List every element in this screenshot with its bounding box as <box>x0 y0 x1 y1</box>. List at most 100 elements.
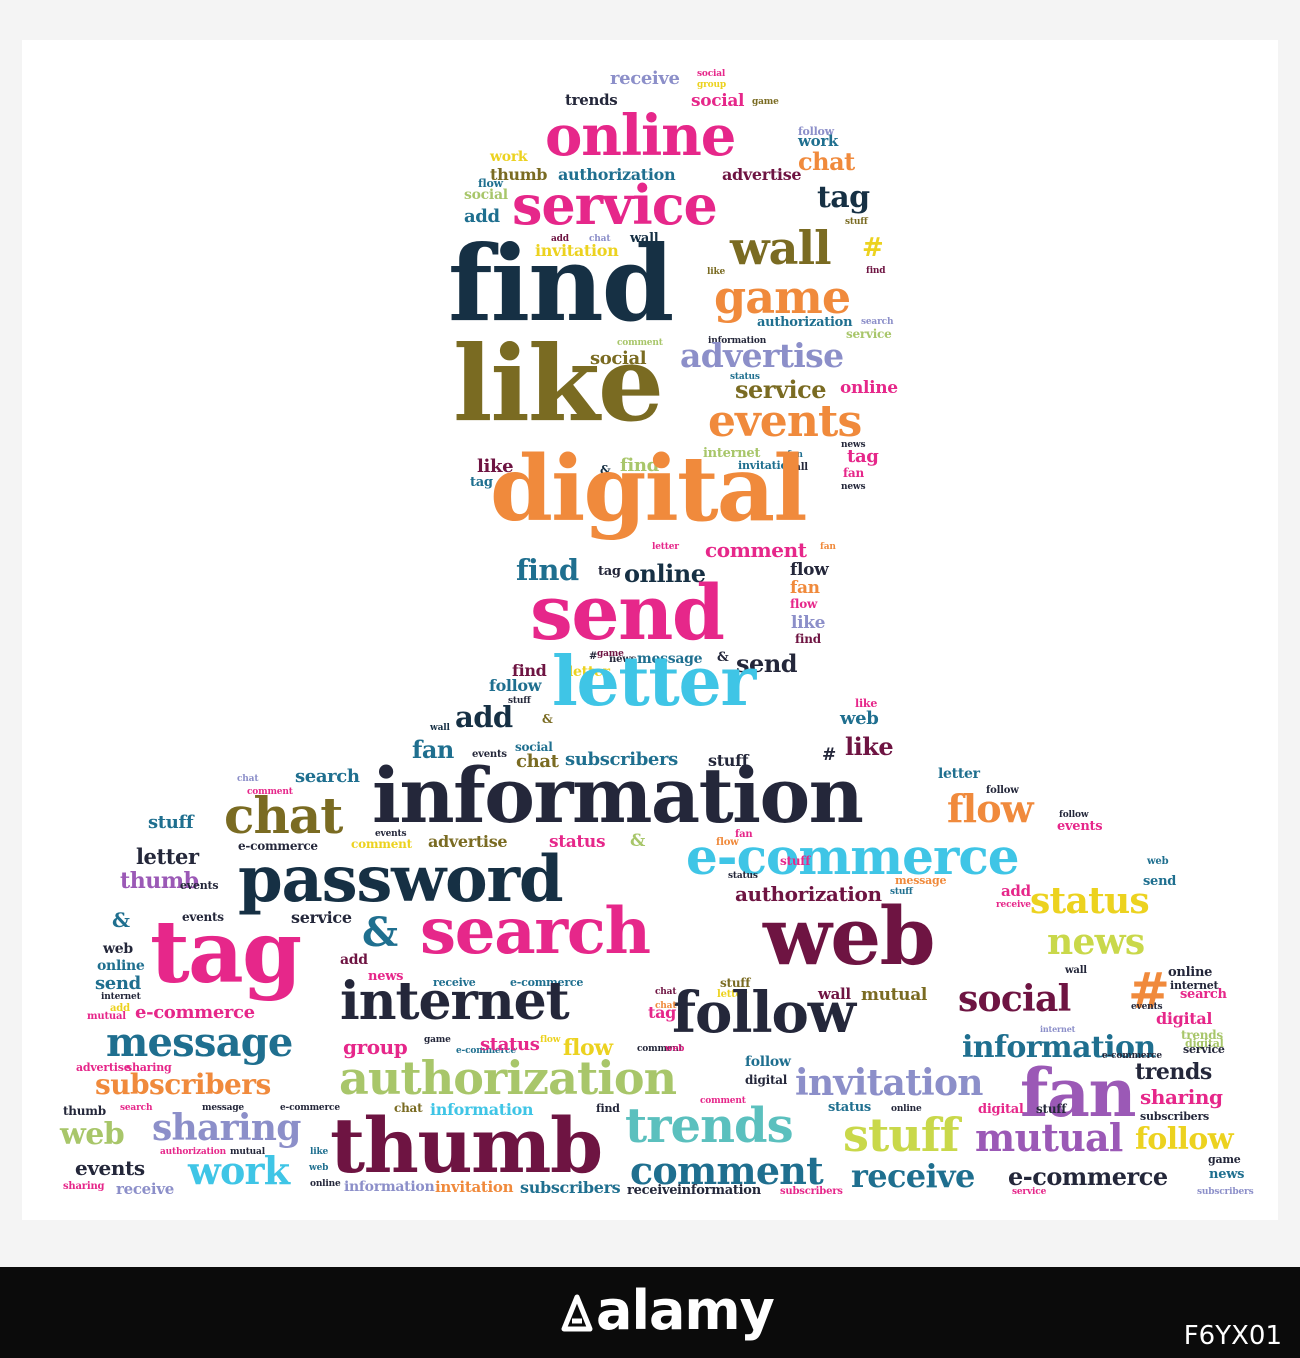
cloud-word: internet <box>1040 1024 1076 1034</box>
cloud-word: authorization <box>339 1051 677 1105</box>
cloud-word: fan <box>1020 1054 1137 1132</box>
cloud-word: e-commerce <box>135 1002 255 1023</box>
cloud-word: trends <box>1135 1059 1212 1085</box>
cloud-word: # <box>822 745 836 765</box>
cloud-word: advertise <box>680 336 844 375</box>
cloud-word: add <box>464 206 500 227</box>
cloud-word: online <box>545 103 736 169</box>
cloud-word: add <box>340 952 368 968</box>
cloud-word: letter <box>652 542 679 552</box>
cloud-word: events <box>180 879 219 892</box>
cloud-word: advertise <box>722 165 802 184</box>
cloud-word: invitation <box>795 1062 983 1104</box>
cloud-word: chat <box>237 774 259 784</box>
cloud-word: wall <box>786 462 808 473</box>
cloud-word: e-commerce <box>238 839 318 853</box>
cloud-word: social <box>691 91 745 111</box>
cloud-word: send <box>95 973 141 994</box>
alamy-logo-icon <box>560 1283 594 1346</box>
cloud-word: trends <box>1181 1028 1223 1042</box>
cloud-word: service <box>846 327 892 341</box>
cloud-word: mutual <box>861 985 927 1005</box>
cloud-word: flow <box>478 177 503 190</box>
cloud-word: follow <box>798 125 834 138</box>
cloud-word: search <box>1180 987 1227 1002</box>
cloud-word: events <box>75 1156 145 1180</box>
cloud-word: chat <box>798 147 855 176</box>
cloud-word: sharing <box>152 1107 301 1149</box>
cloud-word: letter <box>568 664 610 680</box>
cloud-word: events <box>1131 1002 1163 1012</box>
cloud-word: authorization <box>735 882 882 906</box>
cloud-word: online <box>310 1179 341 1189</box>
cloud-word: authorization <box>757 315 853 330</box>
cloud-word: e-commerce <box>456 1046 516 1056</box>
cloud-word: letter <box>552 642 756 722</box>
cloud-word: flow <box>790 560 829 580</box>
cloud-word: internet <box>1170 979 1219 992</box>
cloud-word: receive <box>610 68 680 89</box>
cloud-word: service <box>735 375 827 404</box>
cloud-word: web <box>309 1163 329 1173</box>
cloud-word: events <box>1057 819 1103 834</box>
cloud-word: information <box>677 1183 761 1198</box>
cloud-word: & <box>542 712 553 726</box>
cloud-word: news <box>1209 1167 1245 1182</box>
cloud-word: password <box>238 842 564 917</box>
cloud-word: fan <box>412 735 454 764</box>
cloud-word: receive <box>116 1180 174 1198</box>
cloud-word: letter <box>717 989 747 1000</box>
cloud-word: flow <box>790 597 818 611</box>
cloud-word: web <box>840 708 879 729</box>
cloud-word: tag <box>648 1003 676 1022</box>
cloud-word: find <box>866 266 886 276</box>
cloud-word: service <box>291 908 352 927</box>
cloud-word: chat <box>655 987 677 997</box>
cloud-word: game <box>714 270 851 324</box>
cloud-word: thumb <box>490 165 548 184</box>
cloud-word: follow <box>672 980 856 1046</box>
cloud-word: e-commerce <box>686 827 1020 886</box>
cloud-word: game <box>424 1035 451 1045</box>
cloud-word: message <box>895 874 947 887</box>
cloud-word: stuff <box>148 812 194 833</box>
cloud-word: internet <box>340 971 570 1032</box>
cloud-word: wall <box>730 221 832 275</box>
cloud-word: like <box>845 732 894 761</box>
cloud-word: follow <box>1059 810 1089 820</box>
cloud-word: & <box>112 908 130 932</box>
cloud-word: letter <box>938 766 980 782</box>
cloud-word: comment <box>617 338 663 348</box>
cloud-word: wall <box>630 231 659 246</box>
cloud-word: like <box>855 697 878 710</box>
cloud-word: stuff <box>708 751 749 770</box>
cloud-word: comment <box>630 1148 824 1193</box>
cloud-word: fan <box>790 578 820 598</box>
cloud-word: flow <box>947 786 1034 831</box>
cloud-word: send <box>736 649 798 678</box>
cloud-word: digital <box>745 1073 788 1087</box>
cloud-word: chat <box>655 1001 677 1011</box>
cloud-word: trends <box>625 1098 794 1154</box>
cloud-word: web <box>60 1117 125 1152</box>
cloud-word: group <box>697 80 726 90</box>
cloud-word: advertise <box>76 1061 131 1074</box>
cloud-word: authorization <box>558 165 676 184</box>
cloud-word: & <box>600 463 611 477</box>
cloud-word: follow <box>745 1054 791 1070</box>
cloud-word: stuff <box>780 854 811 868</box>
cloud-word: wall <box>818 985 851 1003</box>
cloud-word: comment <box>247 787 293 797</box>
cloud-word: find <box>596 1102 620 1115</box>
cloud-word: events <box>708 396 862 447</box>
cloud-word: news <box>368 969 404 984</box>
cloud-word: # <box>1128 961 1170 1020</box>
cloud-word: information <box>344 1179 435 1195</box>
cloud-word: status <box>480 1034 540 1055</box>
cloud-word: subscribers <box>1197 1187 1254 1197</box>
cloud-word: news <box>841 482 866 492</box>
cloud-word: fan <box>787 450 803 460</box>
cloud-word: mutual <box>87 1011 126 1022</box>
cloud-word: information <box>962 1030 1156 1065</box>
cloud-word: follow <box>489 676 542 695</box>
